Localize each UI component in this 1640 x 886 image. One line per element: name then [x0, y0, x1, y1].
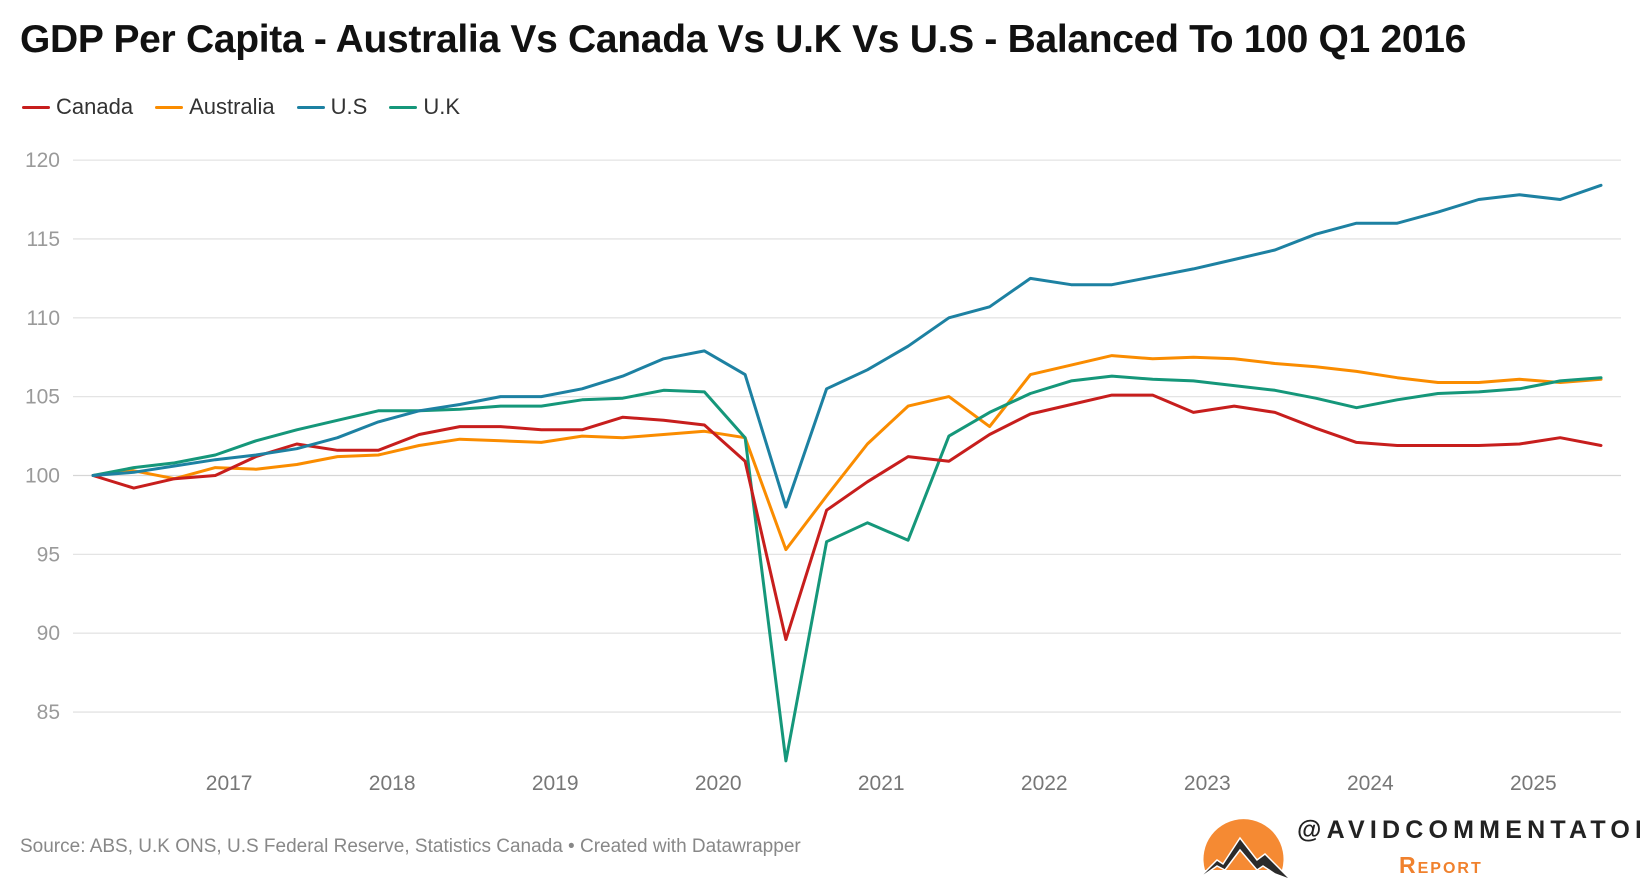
- brand-logo: @AVIDCOMMENTATOR Report: [1195, 808, 1640, 886]
- x-tick-label: 2024: [1347, 772, 1394, 795]
- series-line-canada: [91, 393, 1603, 641]
- source-note: Source: ABS, U.K ONS, U.S Federal Reserv…: [20, 836, 801, 857]
- x-tick-label: 2021: [858, 772, 905, 795]
- series-line-uk: [91, 374, 1603, 763]
- x-tick-label: 2022: [1021, 772, 1068, 795]
- legend-label: Canada: [56, 94, 134, 119]
- series-line-us: [91, 183, 1603, 509]
- legend-label: Australia: [189, 94, 275, 119]
- legend-swatch: [155, 105, 184, 109]
- legend-item: U.K: [389, 94, 460, 120]
- legend-swatch: [296, 105, 325, 109]
- brand-handle: @AVIDCOMMENTATOR: [1297, 816, 1640, 844]
- legend-item: U.S: [296, 94, 368, 120]
- y-tick-label: 105: [25, 386, 60, 409]
- x-tick-label: 2019: [532, 772, 579, 795]
- chart-title: GDP Per Capita - Australia Vs Canada Vs …: [20, 18, 1467, 61]
- brand-subtitle: Report: [1399, 852, 1483, 878]
- y-tick-label: 110: [27, 307, 60, 330]
- mountain-sun-icon: [1196, 819, 1292, 881]
- y-tick-label: 120: [25, 149, 60, 172]
- y-tick-label: 115: [27, 228, 60, 251]
- x-tick-label: 2023: [1184, 772, 1231, 795]
- y-tick-label: 95: [37, 543, 60, 566]
- line-chart: 85 90 95 100 105 110 115 120 2017 2018 2019 2020 202…: [25, 149, 1621, 795]
- legend-swatch: [389, 105, 418, 109]
- x-tick-label: 2017: [206, 772, 253, 795]
- legend-swatch: [22, 105, 50, 109]
- series-line-australia: [91, 354, 1603, 552]
- x-tick-label: 2020: [695, 772, 742, 795]
- x-tick-label: 2018: [369, 772, 416, 795]
- y-tick-label: 100: [25, 465, 60, 488]
- legend-label: U.S: [330, 94, 368, 119]
- legend-item: Canada: [22, 94, 133, 120]
- y-tick-label: 85: [37, 701, 60, 724]
- legend: Canada Australia U.S U.K: [22, 94, 460, 120]
- x-tick-label: 2025: [1510, 772, 1557, 795]
- legend-item: Australia: [155, 94, 275, 120]
- y-tick-label: 90: [37, 622, 60, 645]
- legend-label: U.K: [423, 94, 461, 119]
